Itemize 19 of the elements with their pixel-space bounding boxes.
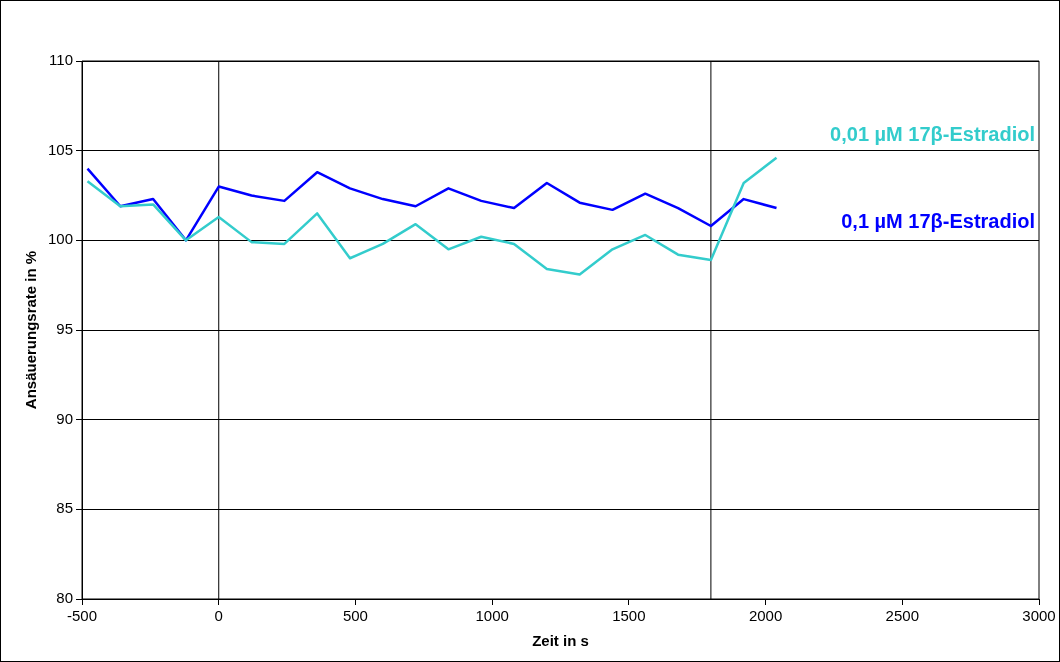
y-tick-label: 100	[48, 230, 74, 248]
y-axis-title: Ansäuerungsrate in %	[22, 250, 40, 410]
x-tick-label: 2000	[748, 607, 783, 625]
x-tick-label: -500	[67, 607, 98, 625]
x-axis-title: Zeit in s	[532, 632, 589, 650]
y-tick-label: 90	[56, 409, 74, 427]
x-tick-label: 0	[214, 607, 223, 625]
x-tick-label: 500	[342, 607, 368, 625]
x-tick-label: 3000	[1022, 607, 1056, 625]
y-tick-label: 85	[56, 499, 74, 517]
text: 0,01 µM 17β-Estradiol	[830, 123, 1035, 146]
text: 0,1 µM 17β-Estradiol	[841, 209, 1035, 232]
y-tick-label: 95	[56, 320, 74, 338]
x-tick-label: 2500	[885, 607, 919, 625]
y-tick-label: 110	[49, 51, 74, 69]
x-tick-label: 1500	[612, 607, 646, 625]
y-tick-label: 80	[56, 589, 74, 607]
y-tick-label: 105	[48, 140, 74, 158]
x-tick-label: 1000	[475, 607, 509, 625]
